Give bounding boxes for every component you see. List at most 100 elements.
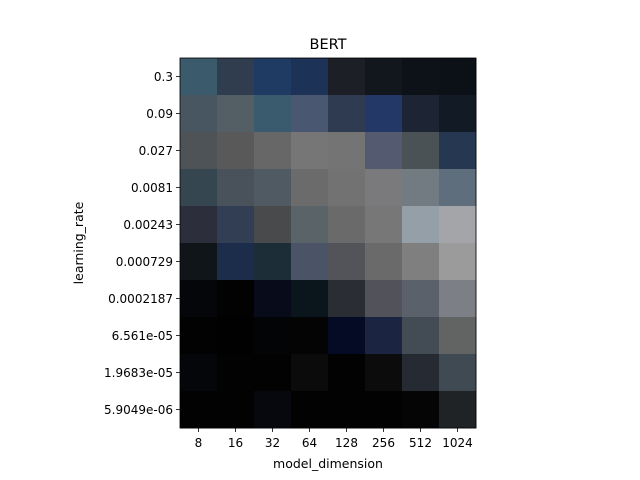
heatmap-cell [254, 132, 292, 170]
heatmap-cell [180, 243, 218, 281]
heatmap-cell [439, 95, 477, 133]
heatmap-cell [217, 169, 255, 207]
heatmap-cell [402, 58, 440, 96]
heatmap-cell [402, 132, 440, 170]
heatmap-cell [439, 391, 477, 429]
heatmap-cell [328, 95, 366, 133]
heatmap-cell [217, 58, 255, 96]
x-tick-label: 32 [265, 436, 280, 450]
x-axis-ticks: 8 16 32 64 128 256 512 1024 [195, 428, 473, 450]
heatmap-cell [439, 243, 477, 281]
heatmap-cell [328, 169, 366, 207]
heatmap-cell [365, 280, 403, 318]
heatmap-cell [180, 169, 218, 207]
y-tick-label: 0.3 [154, 70, 173, 84]
heatmap-cell [291, 95, 329, 133]
heatmap-cell [439, 317, 477, 355]
heatmap-cell [217, 243, 255, 281]
heatmap-cell [402, 354, 440, 392]
heatmap-cell [439, 280, 477, 318]
heatmap-cell [365, 391, 403, 429]
y-tick-label: 0.00243 [123, 218, 173, 232]
chart-title: BERT [310, 37, 347, 53]
heatmap-cell [180, 132, 218, 170]
x-axis-label: model_dimension [273, 456, 383, 471]
heatmap-cell [365, 169, 403, 207]
heatmap-cell [328, 206, 366, 244]
y-tick-label: 0.09 [146, 107, 173, 121]
heatmap-cell [217, 280, 255, 318]
heatmap-cell [254, 169, 292, 207]
y-tick-label: 0.0081 [131, 181, 173, 195]
y-tick-label: 5.9049e-06 [104, 403, 173, 417]
plot-frame [179, 57, 477, 429]
heatmap-cell [402, 206, 440, 244]
y-tick-label: 0.0002187 [108, 292, 173, 306]
heatmap-cell [217, 206, 255, 244]
x-tick-label: 16 [228, 436, 243, 450]
heatmap-cell [254, 95, 292, 133]
heatmap-cell [328, 354, 366, 392]
y-axis-ticks: 0.3 0.09 0.027 0.0081 0.00243 0.000729 0.00021… [104, 70, 180, 417]
heatmap-cell [291, 206, 329, 244]
heatmap-cell [180, 317, 218, 355]
heatmap-cell [365, 58, 403, 96]
heatmap-cell [180, 280, 218, 318]
heatmap-cell [439, 354, 477, 392]
x-tick-label: 128 [335, 436, 358, 450]
heatmap-cell [365, 95, 403, 133]
heatmap-cell [254, 206, 292, 244]
x-tick-label: 64 [302, 436, 317, 450]
heatmap-cell [254, 243, 292, 281]
heatmap-cell [291, 280, 329, 318]
heatmap-cell [291, 391, 329, 429]
heatmap-cell [217, 354, 255, 392]
heatmap-cell [291, 243, 329, 281]
heatmap-cell [402, 243, 440, 281]
heatmap-cell [402, 169, 440, 207]
heatmap-cell [328, 391, 366, 429]
heatmap-cell [365, 354, 403, 392]
heatmap-cell [291, 132, 329, 170]
heatmap-cell [180, 58, 218, 96]
heatmap-cell [180, 391, 218, 429]
heatmap-cell [291, 354, 329, 392]
heatmap-cell [328, 58, 366, 96]
y-axis-label: learning_rate [71, 201, 86, 284]
heatmap-cell [365, 132, 403, 170]
heatmap-cell [439, 169, 477, 207]
heatmap-cell [439, 58, 477, 96]
x-tick-label: 512 [409, 436, 432, 450]
heatmap-cell [291, 169, 329, 207]
y-tick-label: 0.027 [139, 144, 173, 158]
heatmap-cell [328, 132, 366, 170]
heatmap-cell [217, 317, 255, 355]
x-tick-label: 8 [195, 436, 203, 450]
heatmap-cell [254, 354, 292, 392]
heatmap-cell [217, 95, 255, 133]
x-tick-label: 1024 [442, 436, 473, 450]
heatmap-cell [180, 206, 218, 244]
heatmap-cell [291, 58, 329, 96]
heatmap-cell [254, 280, 292, 318]
x-tick-label: 256 [372, 436, 395, 450]
heatmap-cell [365, 206, 403, 244]
heatmap-cell [180, 95, 218, 133]
heatmap-cell [365, 243, 403, 281]
heatmap-cell [402, 280, 440, 318]
heatmap-cell [402, 95, 440, 133]
heatmap-cell [402, 317, 440, 355]
y-tick-label: 0.000729 [116, 255, 173, 269]
heatmap-cell [402, 391, 440, 429]
heatmap-cell [328, 243, 366, 281]
heatmap-cell [328, 280, 366, 318]
y-tick-label: 1.9683e-05 [104, 366, 173, 380]
heatmap-cell [180, 354, 218, 392]
y-tick-label: 6.561e-05 [112, 329, 173, 343]
heatmap-cell [291, 317, 329, 355]
heatmap-cell [439, 132, 477, 170]
heatmap-cell [328, 317, 366, 355]
heatmap-cell [217, 391, 255, 429]
heatmap-cell [217, 132, 255, 170]
